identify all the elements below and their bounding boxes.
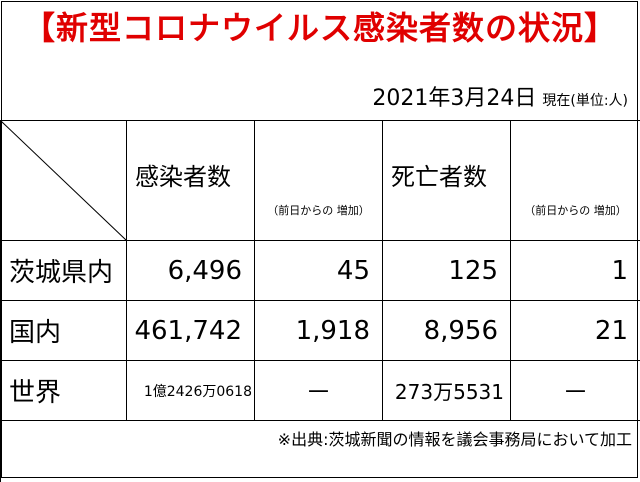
infections-cell: 461,742: [127, 301, 255, 361]
deaths-increase-cell: 1: [511, 241, 640, 301]
date-line: 2021年3月24日現在(単位:人): [372, 80, 628, 112]
page-title: 【新型コロナウイルス感染者数の状況】: [0, 6, 640, 50]
table-row: 茨城県内 6,496 45 125 1: [1, 241, 640, 301]
infections-increase-cell: 45: [255, 241, 383, 301]
infections-cell: 6,496: [127, 241, 255, 301]
table-row: 世界 1億2426万0618 － 273万5531 －: [1, 361, 640, 421]
infections-increase-cell: －: [255, 361, 383, 421]
row-label: 国内: [1, 301, 127, 361]
header-infections-increase: （前日からの 増加）: [255, 121, 383, 241]
deaths-cell: 273万5531: [383, 361, 511, 421]
source-note: ※出典:茨城新聞の情報を議会事務局において加工: [278, 426, 632, 450]
header-infections: 感染者数: [127, 121, 255, 241]
row-label: 世界: [1, 361, 127, 421]
diagonal-line: [1, 121, 127, 241]
infections-increase-cell: 1,918: [255, 301, 383, 361]
header-row: 感染者数 （前日からの 増加） 死亡者数 （前日からの 増加）: [1, 121, 640, 241]
deaths-increase-cell: －: [511, 361, 640, 421]
row-label: 茨城県内: [1, 241, 127, 301]
table-row: 国内 461,742 1,918 8,956 21: [1, 301, 640, 361]
deaths-cell: 8,956: [383, 301, 511, 361]
deaths-increase-cell: 21: [511, 301, 640, 361]
as-of-unit: 現在(単位:人): [542, 93, 628, 109]
header-deaths: 死亡者数: [383, 121, 511, 241]
infections-cell: 1億2426万0618: [127, 361, 255, 421]
report-date: 2021年3月24日: [372, 86, 536, 111]
deaths-cell: 125: [383, 241, 511, 301]
corner-cell: [1, 121, 127, 241]
header-deaths-increase: （前日からの 増加）: [511, 121, 640, 241]
